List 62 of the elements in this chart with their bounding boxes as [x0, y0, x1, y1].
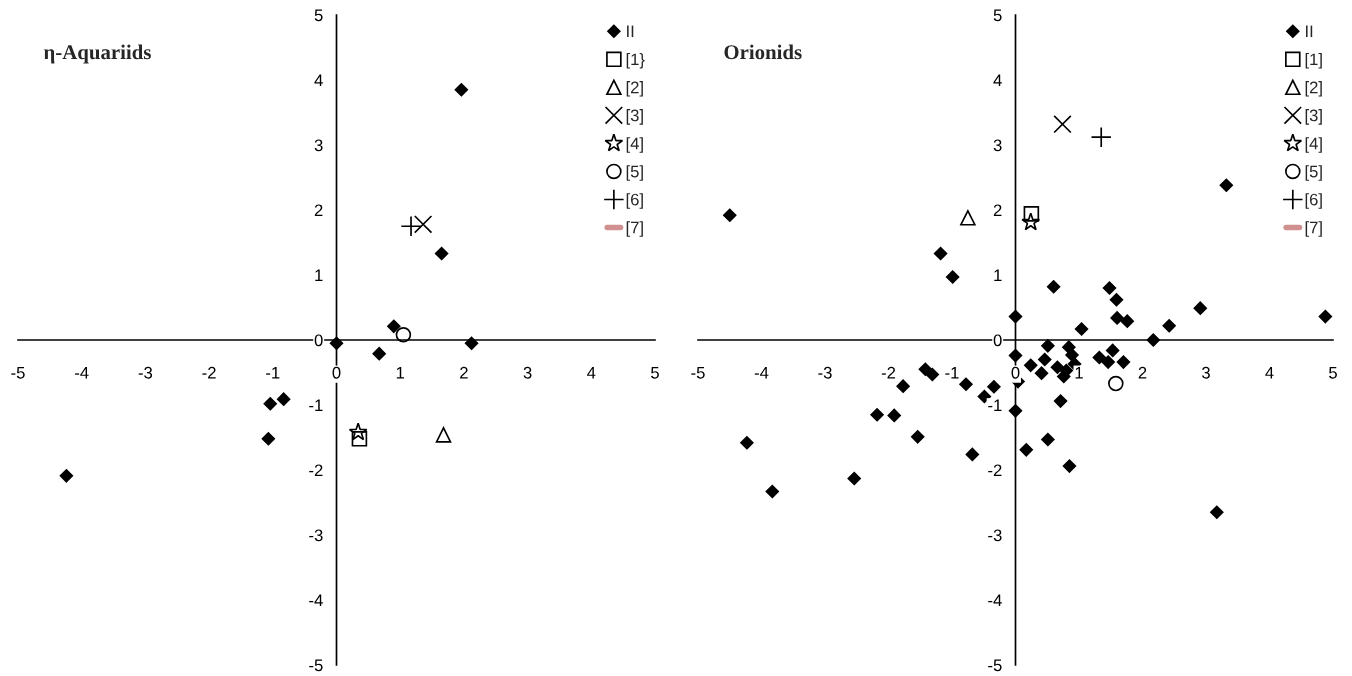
x-tick-label: -4	[754, 367, 769, 379]
y-tick-label: 5	[993, 9, 1002, 22]
legend-label: [7]	[626, 221, 643, 237]
x-tick-label: 5	[651, 367, 659, 379]
legend-label: [2]	[626, 81, 643, 97]
y-tick-label: -4	[988, 594, 1002, 607]
x-tick-label: -3	[818, 366, 832, 379]
legend-label: [4]	[1305, 137, 1322, 153]
y-tick-label: -3	[309, 529, 323, 542]
x-tick-label: -3	[138, 366, 153, 379]
x-tick-label: 0	[1011, 366, 1020, 379]
x-tick-label: -4	[75, 367, 89, 379]
y-tick-label: 5	[314, 9, 323, 22]
x-tick-label: -1	[266, 367, 280, 379]
text: η-Aquariids	[43, 44, 151, 64]
y-tick-label: 0	[993, 334, 1002, 347]
y-tick-label: -2	[309, 464, 323, 477]
x-tick-label: -5	[691, 367, 705, 379]
x-tick-label: -1	[945, 367, 959, 379]
y-tick-label: 3	[314, 139, 323, 152]
x-tick-label: 1	[396, 367, 405, 379]
y-tick-label: -1	[988, 399, 1002, 412]
legend-label: II	[1306, 25, 1313, 38]
legend-label: [6]	[1305, 193, 1322, 209]
x-tick-label: 2	[460, 366, 468, 379]
x-tick-label: 0	[332, 366, 341, 379]
legend-label: [7]	[1305, 221, 1322, 237]
legend-label: [1}	[626, 53, 645, 69]
legend-label: [1]	[1305, 53, 1322, 69]
legend-label: [2]	[1305, 81, 1322, 97]
y-tick-label: -5	[988, 659, 1002, 672]
y-tick-label: -4	[309, 594, 323, 607]
x-tick-label: 3	[523, 366, 532, 379]
legend-label: [4]	[626, 137, 643, 153]
y-tick-label: -5	[309, 659, 323, 672]
y-tick-label: 2	[993, 204, 1002, 217]
x-tick-label: 1	[1075, 367, 1083, 379]
legend-label: [3]	[626, 109, 643, 125]
x-tick-label: 4	[1265, 367, 1274, 379]
legend-label: [5]	[626, 165, 643, 181]
legend-label: [5]	[1305, 165, 1322, 181]
x-tick-label: -5	[11, 367, 25, 379]
x-tick-label: 3	[1202, 366, 1210, 379]
x-tick-label: 2	[1138, 366, 1147, 379]
y-tick-label: 4	[314, 74, 323, 87]
y-tick-label: 2	[314, 204, 323, 217]
y-tick-label: 1	[315, 269, 323, 282]
x-tick-label: 5	[1329, 367, 1337, 379]
x-tick-label: 4	[587, 367, 596, 379]
y-tick-label: -2	[988, 464, 1002, 477]
x-tick-label: -2	[881, 366, 896, 379]
legend-label: [3]	[1305, 109, 1322, 125]
y-tick-label: 0	[314, 334, 323, 347]
y-tick-label: 4	[993, 74, 1002, 87]
y-tick-label: -3	[988, 529, 1002, 542]
legend-label: [6]	[626, 193, 643, 209]
x-tick-label: -2	[202, 366, 216, 379]
y-tick-label: 1	[994, 269, 1002, 282]
y-tick-label: -1	[309, 399, 323, 412]
y-tick-label: 3	[993, 139, 1002, 152]
legend-label: II	[627, 25, 634, 38]
text: Orionids	[724, 44, 802, 60]
